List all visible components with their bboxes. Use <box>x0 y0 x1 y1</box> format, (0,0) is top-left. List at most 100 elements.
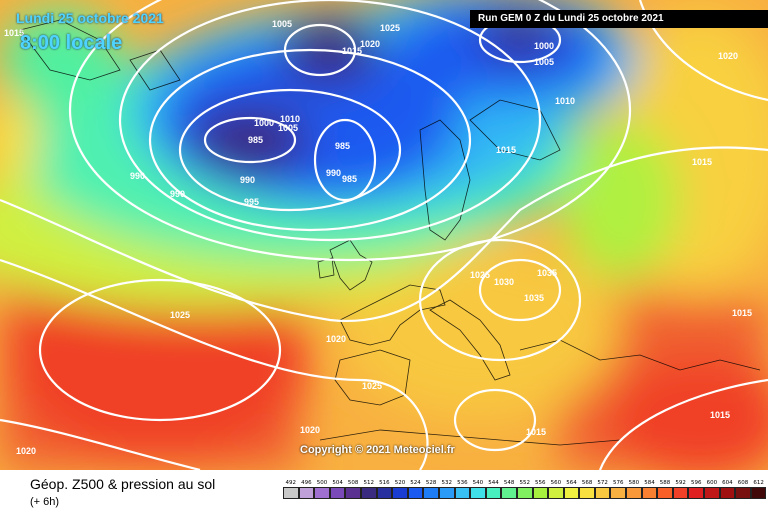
scale-label: 576 <box>613 480 624 486</box>
scale-step: 564 <box>563 479 580 499</box>
scale-label: 544 <box>488 480 499 486</box>
color-scale: 492 496 500 504 508 512 516 520 524 528 532 536 540 5… <box>283 479 767 499</box>
scale-swatch <box>563 487 580 499</box>
isobar-label: 1000 <box>254 118 274 128</box>
isobar-label: 1025 <box>470 270 490 280</box>
scale-step: 512 <box>360 479 377 499</box>
scale-swatch <box>594 487 611 499</box>
scale-step: 492 <box>283 479 299 499</box>
scale-step: 536 <box>454 479 471 499</box>
isobar-label: 1020 <box>300 425 320 435</box>
model-run-info: Run GEM 0 Z du Lundi 25 octobre 2021 <box>470 10 768 28</box>
scale-label: 516 <box>379 480 390 486</box>
scale-step: 544 <box>485 479 502 499</box>
scale-swatch <box>407 487 424 499</box>
isobar-label: 1025 <box>362 381 382 391</box>
scale-label: 584 <box>644 480 655 486</box>
scale-swatch <box>719 487 736 499</box>
scale-step: 552 <box>516 479 533 499</box>
scale-step: 576 <box>610 479 627 499</box>
isobar-label: 1005 <box>278 123 298 133</box>
scale-step: 532 <box>438 479 455 499</box>
isobar-label: 1000 <box>534 41 554 51</box>
scale-label: 496 <box>301 480 312 486</box>
scale-label: 612 <box>753 480 764 486</box>
isobar-label: 1005 <box>534 57 554 67</box>
scale-step: 548 <box>501 479 517 499</box>
copyright-notice: Copyright © 2021 Meteociel.fr <box>300 444 455 456</box>
isobar-label: 985 <box>335 141 350 151</box>
scale-label: 520 <box>394 480 406 486</box>
isobar-label: 1020 <box>326 334 346 344</box>
scale-swatch <box>438 487 455 499</box>
isobar-label: 985 <box>248 135 263 145</box>
isobar-label: 1025 <box>380 23 400 33</box>
scale-swatch <box>579 487 595 499</box>
scale-label: 524 <box>410 480 421 486</box>
scale-label: 580 <box>628 480 640 486</box>
isobar-label: 990 <box>130 171 145 181</box>
scale-swatch <box>750 487 767 499</box>
forecast-date: Lundi 25 octobre 2021 <box>16 10 164 26</box>
scale-label: 528 <box>425 480 437 486</box>
isobar-label: 990 <box>326 168 341 178</box>
scale-swatch <box>501 487 517 499</box>
map-caption: Géop. Z500 & pression au sol <box>30 476 216 492</box>
scale-label: 600 <box>706 480 718 486</box>
scale-swatch <box>360 487 377 499</box>
isobar-label: 1025 <box>170 310 190 320</box>
scale-label: 560 <box>550 480 562 486</box>
isobar-label: 1035 <box>537 268 557 278</box>
scale-label: 564 <box>566 480 577 486</box>
isobar-label: 990 <box>170 189 185 199</box>
isobar-label: 1015 <box>710 410 730 420</box>
isobar-label: 1020 <box>718 51 738 61</box>
scale-swatch <box>610 487 627 499</box>
isobars <box>0 0 768 470</box>
scale-label: 588 <box>659 480 671 486</box>
scale-swatch <box>516 487 533 499</box>
isobar-label: 1010 <box>280 114 300 124</box>
legend-bar: Géop. Z500 & pression au sol (+ 6h) 492 4… <box>0 470 768 512</box>
scale-step: 584 <box>641 479 658 499</box>
scale-swatch <box>470 487 486 499</box>
scale-label: 500 <box>316 480 328 486</box>
scale-label: 512 <box>363 480 375 486</box>
scale-step: 528 <box>423 479 439 499</box>
scale-swatch <box>672 487 689 499</box>
scale-swatch <box>454 487 471 499</box>
scale-step: 596 <box>688 479 705 499</box>
scale-swatch <box>548 487 564 499</box>
isobar-label: 1015 <box>342 46 362 56</box>
scale-swatch <box>485 487 502 499</box>
scale-swatch <box>345 487 361 499</box>
z500-color-field <box>0 0 768 470</box>
scale-label: 568 <box>581 480 593 486</box>
scale-step: 600 <box>704 479 720 499</box>
scale-swatch <box>423 487 439 499</box>
scale-step: 524 <box>407 479 424 499</box>
scale-step: 516 <box>376 479 393 499</box>
scale-label: 596 <box>690 480 702 486</box>
isobar-label: 1020 <box>360 39 380 49</box>
scale-label: 492 <box>285 480 297 486</box>
scale-step: 568 <box>579 479 595 499</box>
isobar-label: 1005 <box>272 19 292 29</box>
scale-step: 612 <box>750 479 767 499</box>
scale-swatch <box>704 487 720 499</box>
isobar-label: 1015 <box>4 28 24 38</box>
isobar-label: 1015 <box>526 427 546 437</box>
scale-swatch <box>392 487 408 499</box>
scale-swatch <box>688 487 705 499</box>
isobar-label: 985 <box>342 174 357 184</box>
scale-step: 500 <box>314 479 330 499</box>
isobar-label: 1010 <box>555 96 575 106</box>
scale-swatch <box>641 487 658 499</box>
scale-label: 572 <box>597 480 608 486</box>
geopotential-map: 1015 1005 1015 1020 1025 1000 1005 1010 … <box>0 0 768 470</box>
scale-swatch <box>314 487 330 499</box>
scale-label: 604 <box>722 480 733 486</box>
scale-step: 560 <box>548 479 564 499</box>
scale-step: 556 <box>532 479 549 499</box>
isobar-label: 1015 <box>732 308 752 318</box>
